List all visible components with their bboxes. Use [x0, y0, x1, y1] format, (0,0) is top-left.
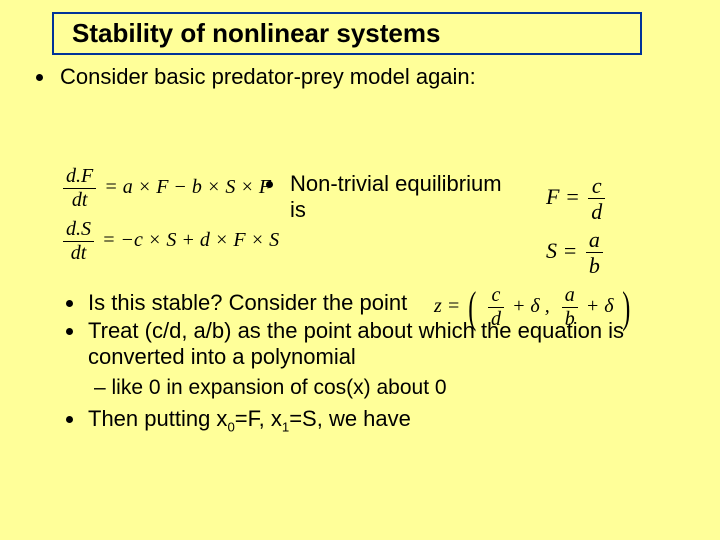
- bullet-nontrivial: Non-trivial equilibrium is: [286, 171, 506, 223]
- frac-num: d.S: [63, 218, 94, 241]
- bullet-treat: Treat (c/d, a/b) as the point about whic…: [86, 318, 690, 370]
- frac-a-b: a b: [586, 227, 603, 279]
- bullet-consider: Consider basic predator-prey model again…: [56, 64, 690, 90]
- ode-system: d.F dt = a × F − b × S × F d.S dt = −c ×…: [60, 165, 279, 265]
- text-mid: =F, x: [235, 406, 282, 431]
- equation-row: d.F dt = a × F − b × S × F d.S dt = −c ×…: [0, 165, 720, 265]
- ode-rhs-1: = a × F − b × S × F: [104, 176, 271, 198]
- bullet-then-putting: Then putting x0=F, x1=S, we have: [86, 406, 690, 434]
- slide-title: Stability of nonlinear systems: [72, 18, 440, 48]
- title-box: Stability of nonlinear systems: [52, 12, 642, 55]
- lower-bullet-list: Is this stable? Consider the point Treat…: [50, 290, 690, 370]
- bullet-stable: Is this stable? Consider the point: [86, 290, 690, 316]
- lower-bullet-list-2: Then putting x0=F, x1=S, we have: [50, 406, 690, 434]
- lower-content: Is this stable? Consider the point Treat…: [50, 290, 690, 436]
- frac-dF-dt: d.F dt: [63, 165, 96, 212]
- text-post: =S, we have: [289, 406, 411, 431]
- ode-line-1: d.F dt = a × F − b × S × F: [60, 165, 279, 212]
- frac-den: d: [588, 198, 605, 224]
- top-content: Consider basic predator-prey model again…: [0, 64, 720, 94]
- sub-bullet-list: like 0 in expansion of cos(x) about 0: [78, 376, 690, 400]
- top-bullet-list: Consider basic predator-prey model again…: [30, 64, 690, 90]
- frac-c-d: c d: [588, 173, 605, 225]
- equilibrium-F: F = c d: [546, 173, 608, 225]
- sub-0: 0: [227, 419, 234, 434]
- frac-den: dt: [63, 241, 94, 265]
- mid-bullet-wrap: Non-trivial equilibrium is: [266, 171, 506, 227]
- equilibrium-S: S = a b: [546, 227, 608, 279]
- frac-num: c: [588, 173, 605, 198]
- frac-num: a: [586, 227, 603, 252]
- ode-line-2: d.S dt = −c × S + d × F × S: [60, 218, 279, 265]
- frac-den: b: [586, 252, 603, 278]
- frac-den: dt: [63, 188, 96, 212]
- mid-bullet-list: Non-trivial equilibrium is: [266, 171, 506, 223]
- text-pre: Then putting x: [88, 406, 227, 431]
- subbullet-cos: like 0 in expansion of cos(x) about 0: [94, 376, 690, 400]
- eq-lhs: S =: [546, 237, 577, 262]
- eq-lhs: F =: [546, 184, 580, 209]
- equilibrium-eqs: F = c d S = a b: [546, 173, 608, 278]
- ode-rhs-2: = −c × S + d × F × S: [102, 229, 279, 251]
- frac-num: d.F: [63, 165, 96, 188]
- frac-dS-dt: d.S dt: [63, 218, 94, 265]
